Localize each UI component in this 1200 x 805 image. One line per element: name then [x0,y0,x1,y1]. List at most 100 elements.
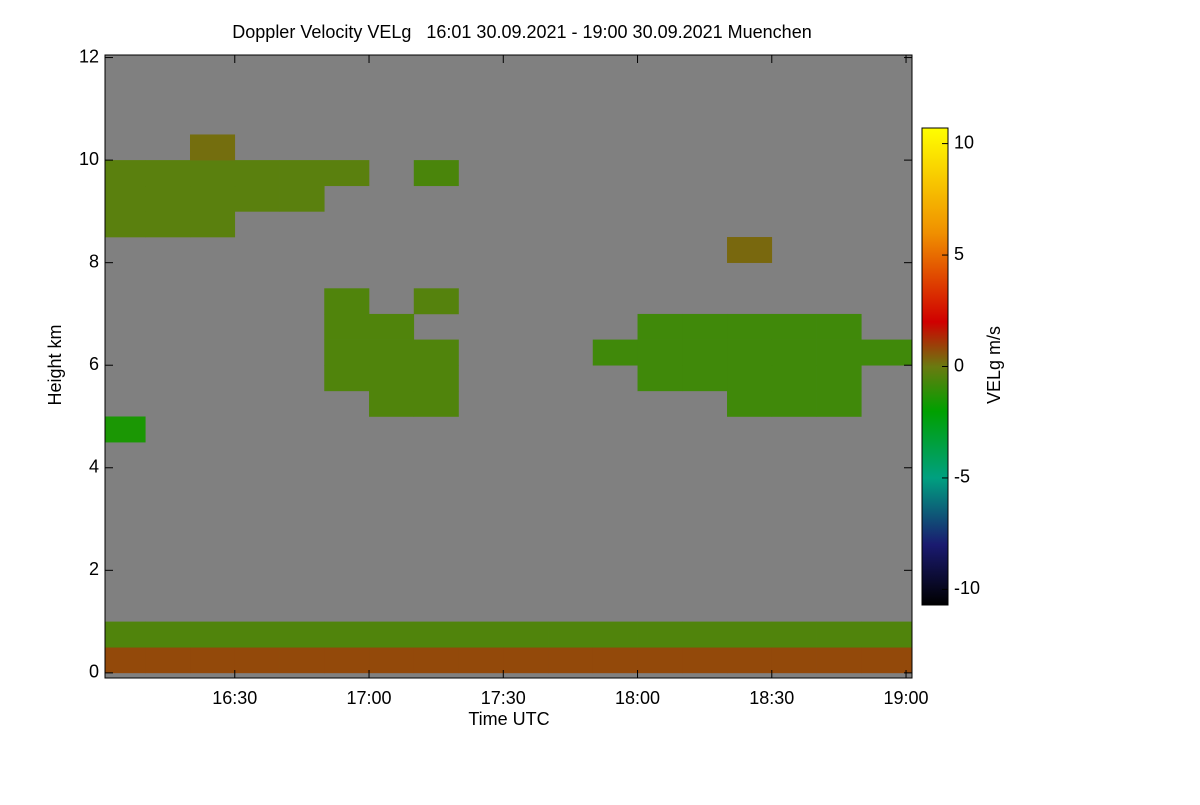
heatmap-cell [816,339,862,366]
y-tick-label: 6 [89,354,99,374]
x-tick-label: 18:30 [749,688,794,708]
colorbar-tick-label: 10 [954,132,974,152]
heatmap-cell [369,647,415,674]
heatmap-cell [369,339,415,366]
heatmap-cell [145,160,191,187]
heatmap-cell [324,365,370,392]
heatmap-cell [727,313,773,340]
heatmap-cell [771,365,817,392]
heatmap-cell [592,647,638,674]
heatmap-cell [637,621,683,648]
heatmap-cell [637,365,683,392]
colorbar-label: VELg m/s [984,326,1004,404]
heatmap-cell [637,313,683,340]
plot-frame [104,54,913,679]
heatmap-cell [145,211,191,238]
heatmap-cell [816,647,862,674]
heatmap-cell [190,211,236,238]
heatmap-cell [105,647,146,674]
heatmap-cell [727,339,773,366]
x-tick-label: 19:00 [884,688,929,708]
heatmap-cell [816,621,862,648]
heatmap-cell [369,313,415,340]
heatmap-cell [771,647,817,674]
heatmap-cell [190,134,236,161]
heatmap-cell [145,185,191,212]
colorbar-tick-label: 0 [954,355,964,375]
heatmap-cell [682,647,728,674]
heatmap-cell [190,647,236,674]
heatmap-cell [413,160,459,187]
heatmap-cell [637,647,683,674]
heatmap-cell [682,621,728,648]
y-tick-label: 2 [89,559,99,579]
heatmap-cell [324,288,370,315]
heatmap-cell [413,647,459,674]
heatmap-cell [234,647,280,674]
y-tick-label: 4 [89,457,99,477]
heatmap-cell [105,621,146,648]
colorbar-tick-label: 5 [954,244,964,264]
x-tick-label: 16:30 [212,688,257,708]
heatmap-cell [592,339,638,366]
heatmap-cell [548,621,594,648]
heatmap-cell [682,365,728,392]
heatmap-cell [682,339,728,366]
heatmap-cell [234,621,280,648]
colorbar-tick-label: -10 [954,578,980,598]
heatmap-cell [279,185,325,212]
heatmap-cell [771,621,817,648]
heatmap-cell [682,313,728,340]
heatmap-cell [771,313,817,340]
heatmap-cell [279,160,325,187]
heatmap-cell [324,313,370,340]
heatmap-cell [413,621,459,648]
heatmap-cell [458,647,504,674]
x-tick-label: 18:00 [615,688,660,708]
heatmap-cell [413,339,459,366]
heatmap-cell [861,339,913,366]
heatmap-cell [727,390,773,417]
heatmap-cell [503,621,549,648]
heatmap-cell [369,621,415,648]
heatmap-cell [816,390,862,417]
heatmap-cell [592,621,638,648]
heatmap-cell [369,390,415,417]
heatmap-cell [190,160,236,187]
heatmap-cell [324,647,370,674]
heatmap-cell [279,647,325,674]
heatmap-cell [771,339,817,366]
heatmap-cell [324,160,370,187]
heatmap-cell [548,647,594,674]
heatmap-cell [861,621,913,648]
heatmap-cell [503,647,549,674]
colorbar-tick-label: -5 [954,467,970,487]
heatmap-cell [727,647,773,674]
heatmap-cell [413,390,459,417]
heatmap-cell [324,339,370,366]
heatmap-cell [145,647,191,674]
heatmap-cell [190,621,236,648]
heatmap-cell [105,160,146,187]
x-tick-label: 17:00 [347,688,392,708]
heatmap-cell [771,390,817,417]
heatmap-cell [816,313,862,340]
x-axis-label: Time UTC [468,709,549,729]
heatmap-cell [145,621,191,648]
chart-title: Doppler Velocity VELg 16:01 30.09.2021 -… [232,22,811,42]
heatmap-cell [458,621,504,648]
heatmap-cell [105,211,146,238]
y-tick-label: 0 [89,662,99,682]
heatmap-cell [637,339,683,366]
heatmap-cell [413,365,459,392]
y-tick-label: 8 [89,251,99,271]
heatmap-cell [727,621,773,648]
heatmap-cell [369,365,415,392]
heatmap-cell [861,647,913,674]
heatmap-cell [105,416,146,443]
heatmap-cell [816,365,862,392]
heatmap-cell [413,288,459,315]
heatmap-cell [234,185,280,212]
heatmap-cell [727,237,773,263]
